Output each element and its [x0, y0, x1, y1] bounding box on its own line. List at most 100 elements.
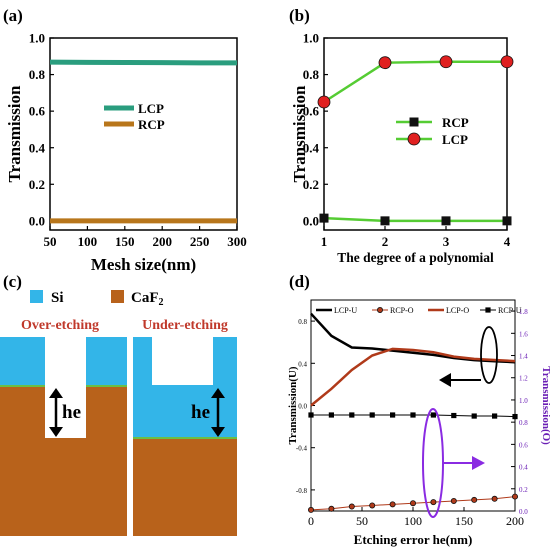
- y-tick-label: -0.8: [296, 487, 308, 495]
- x-tick-label: 100: [78, 234, 98, 249]
- under-etch-gap: [152, 337, 213, 385]
- y-tick-label: 0.2: [29, 177, 45, 192]
- data-point: [410, 412, 416, 418]
- caf2-swatch: [111, 290, 124, 303]
- data-point: [307, 506, 314, 513]
- x-tick-label: 100: [404, 514, 422, 528]
- under-etching-structure: he: [133, 337, 237, 536]
- si-pillar-left-2: [86, 337, 127, 387]
- y-axis-label: Transmission(U): [287, 366, 299, 444]
- legend-label: LCP-U: [334, 306, 357, 315]
- y-axis-label: Transmission: [5, 85, 24, 183]
- legend-label: RCP: [442, 115, 469, 130]
- series-line-rcp: [323, 216, 507, 223]
- data-point: [441, 216, 451, 226]
- data-point: [491, 495, 498, 502]
- y-tick-label: 0.0: [303, 213, 319, 228]
- x-tick-label: 300: [227, 234, 247, 249]
- y-tick-label: 0.4: [298, 360, 307, 368]
- x-tick-label: 0: [308, 514, 314, 528]
- data-point: [328, 505, 335, 512]
- data-point: [500, 55, 514, 69]
- x-tick-label: 2: [382, 234, 389, 249]
- data-point: [430, 499, 437, 506]
- right-axis-arrowhead: [472, 456, 485, 470]
- panel-c: (c) Si CaF2 Over-etching Under-etching h…: [0, 272, 237, 536]
- y2-tick-label: 1.2: [519, 375, 528, 383]
- y2-tick-label: 0.4: [519, 464, 528, 472]
- he-label-right: he: [191, 402, 210, 423]
- series-line-lcp-u: [310, 312, 516, 364]
- legend-marker: [407, 132, 421, 146]
- data-point: [369, 412, 375, 418]
- x-tick-label: 50: [44, 234, 57, 249]
- legend-marker: [409, 117, 419, 127]
- y2-tick-label: 1.6: [519, 330, 528, 338]
- x-tick-label: 200: [506, 514, 524, 528]
- y-tick-label: 0.4: [29, 140, 46, 155]
- panel-a: (a) 50 100 150 200 250 300 0.0 0.2 0.4 0.6 0.8 1.0 M…: [3, 6, 247, 274]
- y-tick-label: 0.8: [303, 67, 320, 82]
- data-point: [512, 493, 519, 500]
- x-axis-label: Mesh size(nm): [91, 255, 196, 274]
- x-tick-label: 200: [152, 234, 172, 249]
- data-point: [471, 496, 478, 503]
- x-tick-label: 50: [356, 514, 368, 528]
- series-line-lcp: [323, 60, 507, 104]
- plot-frame: [323, 37, 508, 231]
- plot-b: 1 2 3 4 0.0 0.2 0.4 0.6 0.8 1.0 The degree of a po…: [290, 31, 514, 265]
- data-point: [378, 56, 392, 70]
- y-tick-label: 1.0: [29, 31, 45, 46]
- legend-label: LCP: [442, 132, 468, 147]
- data-point: [430, 412, 436, 418]
- data-point: [380, 216, 390, 226]
- y2-tick-label: 0.6: [519, 441, 528, 449]
- data-point: [319, 213, 329, 223]
- y2-tick-label: 1.0: [519, 397, 528, 405]
- caf2-substrate-right: [133, 438, 237, 536]
- left-axis-arrowhead: [439, 373, 451, 387]
- caf2-label: CaF2: [131, 290, 164, 308]
- y2-tick-label: 0.8: [519, 419, 528, 427]
- y2-axis-label: Transmission(O): [540, 366, 550, 445]
- he-label-left: he: [62, 402, 81, 423]
- data-point: [512, 413, 518, 420]
- data-point: [492, 413, 498, 419]
- y-tick-label: 0.2: [303, 177, 319, 192]
- y-tick-label: 1.0: [303, 31, 319, 46]
- y-axis-label: Transmission: [290, 85, 309, 183]
- x-tick-label: 3: [443, 234, 450, 249]
- data-point: [502, 216, 512, 226]
- si-swatch: [30, 290, 43, 303]
- y-tick-label: 0.8: [298, 318, 307, 326]
- legend-label: RCP: [138, 117, 165, 132]
- y2-tick-label: 1.8: [519, 308, 528, 316]
- panel-c-label: (c): [3, 272, 22, 291]
- x-tick-label: 1: [321, 234, 328, 249]
- data-point: [328, 412, 334, 418]
- y-tick-label: 0.0: [298, 403, 307, 411]
- he-arrowheads-left: [49, 388, 63, 437]
- x-tick-label: 4: [504, 234, 511, 249]
- y-tick-label: 0.4: [303, 140, 320, 155]
- legend-marker: [376, 306, 383, 313]
- y-tick-label: 0.6: [303, 104, 320, 119]
- data-point: [439, 55, 453, 69]
- over-etching-title: Over-etching: [21, 318, 99, 333]
- x-tick-label: 150: [455, 514, 473, 528]
- data-point: [349, 412, 355, 418]
- x-tick-label: 150: [115, 234, 135, 249]
- y2-tick-label: 1.4: [519, 353, 528, 361]
- under-etching-title: Under-etching: [142, 318, 228, 333]
- data-point: [369, 502, 376, 509]
- panel-d-label: (d): [289, 272, 310, 291]
- x-axis-label: Etching error he(nm): [354, 532, 473, 547]
- y-tick-label: 0.0: [29, 213, 45, 228]
- x-axis-label: The degree of a polynomial: [337, 250, 494, 265]
- data-point: [389, 501, 396, 508]
- plot-frame: [49, 37, 238, 231]
- data-point: [409, 500, 416, 507]
- legend-marker: [485, 307, 491, 313]
- si-label: Si: [51, 290, 64, 306]
